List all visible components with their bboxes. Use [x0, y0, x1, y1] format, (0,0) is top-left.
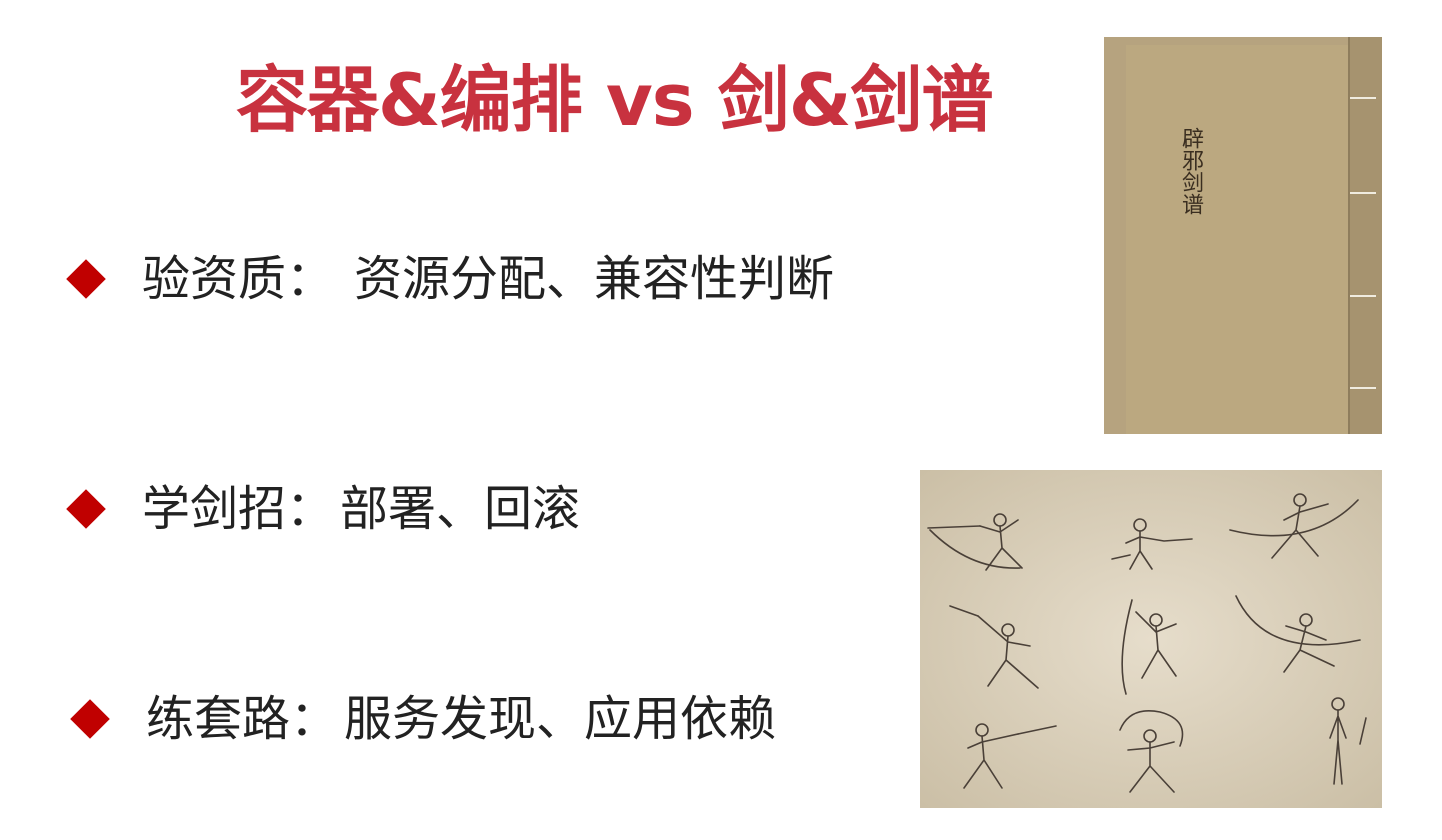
book-stitch — [1350, 192, 1376, 194]
sword-figures-drawing — [920, 470, 1382, 808]
sword-technique-illustration-image — [920, 470, 1382, 808]
bullet-detail-1: 资源分配、兼容性判断 — [354, 251, 835, 307]
book-stitch — [1350, 97, 1376, 99]
sword-figure — [949, 605, 1039, 689]
sword-figure — [1119, 710, 1184, 793]
diamond-bullet-icon — [70, 699, 110, 739]
sword-figure — [927, 513, 1023, 571]
bullet-detail-3: 服务发现、应用依赖 — [344, 691, 777, 747]
book-stitch — [1350, 295, 1376, 297]
diamond-bullet-icon — [66, 489, 106, 529]
book-stitch — [1350, 387, 1376, 389]
sword-figure — [1235, 595, 1361, 673]
sword-manual-book-image: 辟邪剑谱 — [1104, 37, 1382, 434]
sword-figure — [963, 723, 1057, 789]
book-spine — [1348, 37, 1382, 434]
sword-figure — [1329, 697, 1367, 785]
sword-figure — [1229, 493, 1359, 559]
slide-title: 容器&编排 vs 剑&剑谱 — [236, 58, 994, 142]
bullet-label-3: 练套路： — [146, 691, 339, 747]
book-cover-title: 辟邪剑谱 — [1178, 127, 1203, 215]
sword-figure — [1111, 518, 1193, 570]
bullet-detail-2: 部署、回滚 — [340, 481, 581, 537]
bullet-label-2: 学剑招： — [142, 481, 335, 537]
sword-figure — [1121, 599, 1177, 695]
diamond-bullet-icon — [66, 259, 106, 299]
bullet-label-1: 验资质： — [142, 251, 335, 307]
book-cover — [1126, 45, 1352, 434]
